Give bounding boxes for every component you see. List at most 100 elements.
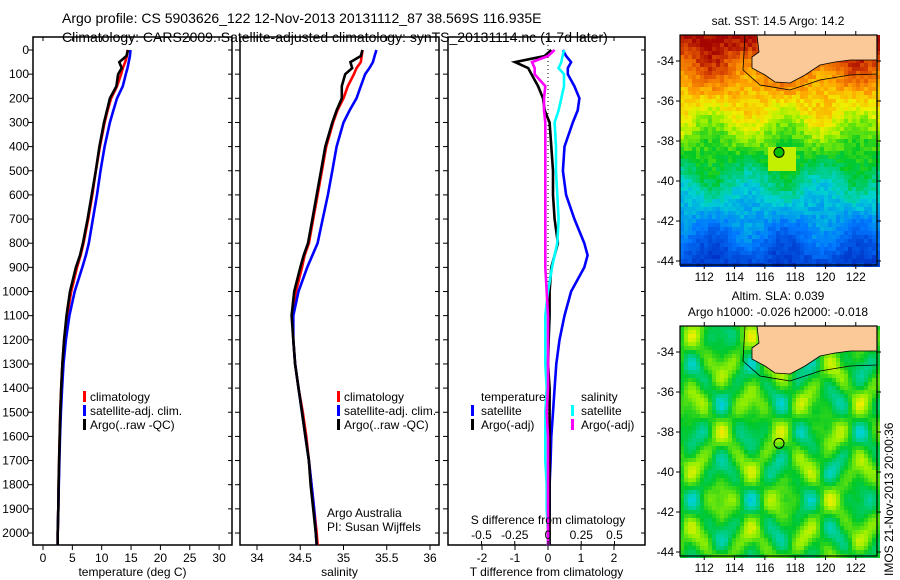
- x-tick-label: 1: [578, 551, 585, 565]
- legend-label: Argo(..raw -QC): [344, 418, 429, 432]
- credit-line-1: Argo Australia: [327, 506, 402, 520]
- y-tick-label: 1600: [2, 429, 29, 443]
- s-tick-label: 0: [545, 528, 552, 542]
- lon-tick-label: 118: [786, 561, 805, 575]
- s-tick-label: -0.5: [471, 528, 492, 542]
- lon-tick-label: 118: [786, 270, 805, 284]
- series-argo-raw-qc-: [290, 49, 364, 546]
- lat-tick-label: -36: [657, 385, 675, 399]
- legend-label: climatology: [344, 390, 404, 404]
- y-tick-label: 500: [9, 164, 29, 178]
- panel-salinity: 34 34.5 35 35.5 36 salinity climatologysatelli…: [235, 36, 440, 579]
- x-tick-label: 25: [183, 551, 197, 565]
- argo-float-marker: [773, 437, 785, 449]
- y-tick-label: 800: [9, 236, 29, 250]
- s-tick-label: 0.25: [570, 528, 594, 542]
- x-tick-label: 20: [154, 551, 168, 565]
- x-tick-label: 0: [545, 551, 552, 565]
- lat-tick-label: -34: [657, 345, 675, 359]
- x-tick-label: 35: [337, 551, 351, 565]
- lon-tick-label: 116: [755, 270, 774, 284]
- legend-swatch: [571, 419, 574, 430]
- title-line-1: Argo profile: CS 5903626_122 12-Nov-2013…: [62, 10, 542, 26]
- legend-swatch: [83, 405, 86, 416]
- x-tick-label: 5: [69, 551, 76, 565]
- y-tick-label: 700: [9, 212, 29, 226]
- lon-tick-label: 122: [846, 270, 866, 284]
- y-tick-label: 200: [9, 91, 29, 105]
- plot-frame: [32, 36, 233, 546]
- land-australia: [751, 325, 878, 375]
- argo-float-marker: [773, 146, 785, 158]
- lat-tick-label: -44: [657, 254, 675, 268]
- legend-swatch: [337, 419, 340, 430]
- x-tick-label: 0: [40, 551, 47, 565]
- lon-tick-label: 120: [815, 561, 835, 575]
- panel-temperature: 0 5 10 15 20 25 30 temperature (deg C) 0 100 200 30…: [2, 36, 233, 579]
- lat-tick-label: -40: [657, 174, 675, 188]
- s-axis-label: S difference from climatology: [471, 513, 626, 527]
- sst-map-title: sat. SST: 14.5 Argo: 14.2: [712, 14, 845, 28]
- legend-title-temperature: temperature: [481, 390, 546, 404]
- x-tick-label: 30: [212, 551, 226, 565]
- lon-tick-label: 116: [755, 561, 774, 575]
- lat-tick-label: -38: [657, 425, 675, 439]
- x-axis-label: T difference from climatology: [470, 565, 624, 579]
- credit-line-2: PI: Susan Wijffels: [327, 520, 421, 534]
- lon-tick-label: 122: [846, 561, 866, 575]
- y-tick-label: 1200: [2, 333, 29, 347]
- y-tick-label: 2000: [2, 526, 29, 540]
- legend-label: satellite-adj. clim.: [90, 404, 182, 418]
- legend-swatch: [471, 419, 474, 430]
- x-tick-label: -1: [510, 551, 521, 565]
- x-axis-label: salinity: [321, 565, 358, 579]
- lat-tick-label: -40: [657, 465, 675, 479]
- legend-label: satellite: [581, 404, 622, 418]
- y-tick-label: 900: [9, 260, 29, 274]
- lon-tick-label: 112: [695, 561, 714, 575]
- legend-swatch: [83, 391, 86, 402]
- x-tick-label: -2: [477, 551, 488, 565]
- legend-swatch: [337, 405, 340, 416]
- y-tick-label: 0: [22, 43, 29, 57]
- s-tick-label: -0.25: [501, 528, 529, 542]
- s-tick-label: 0.5: [606, 528, 623, 542]
- lat-tick-label: -42: [657, 505, 675, 519]
- y-tick-label: 1900: [2, 502, 29, 516]
- y-tick-label: 100: [9, 67, 29, 81]
- shelf-contour: [742, 325, 878, 382]
- imos-timestamp: IMOS 21-Nov-2013 20:00:36: [882, 422, 896, 576]
- lat-tick-label: -36: [657, 94, 675, 108]
- series-satellite-adj-clim-: [292, 49, 378, 546]
- x-tick-label: 36: [423, 551, 437, 565]
- y-tick-label: 600: [9, 188, 29, 202]
- map-frame: [679, 34, 878, 266]
- y-tick-label: 400: [9, 140, 29, 154]
- y-tick-label: 1500: [2, 405, 29, 419]
- sla-map-subtitle: Argo h1000: -0.026 h2000: -0.018: [688, 305, 868, 319]
- series-argo-raw-qc-: [56, 49, 130, 546]
- legend-label: Argo(..raw -QC): [90, 418, 175, 432]
- sst-map: 112 114 116 118 120 122 -34 -36 -38 -40 -42 -44 sat.…: [657, 14, 881, 284]
- legend-title-salinity: salinity: [581, 390, 618, 404]
- lon-tick-label: 114: [725, 561, 744, 575]
- lon-tick-label: 120: [815, 270, 835, 284]
- y-tick-label: 1100: [3, 309, 29, 323]
- x-tick-label: 15: [124, 551, 138, 565]
- lat-tick-label: -34: [657, 54, 675, 68]
- y-tick-label: 1000: [2, 285, 29, 299]
- legend-label: Argo(-adj): [581, 418, 634, 432]
- legend-label: satellite-adj. clim.: [344, 404, 436, 418]
- y-tick-label: 1300: [2, 357, 29, 371]
- series-t-satellite: [547, 49, 589, 546]
- y-tick-label: 1400: [2, 381, 29, 395]
- x-tick-label: 34: [250, 551, 264, 565]
- shelf-contour: [742, 34, 878, 91]
- lon-tick-label: 114: [725, 270, 744, 284]
- sla-map: 112 114 116 118 120 122 -34 -36 -38 -40 -42 -44 Alti…: [657, 289, 896, 576]
- series-s-satellite: [544, 49, 566, 546]
- y-tick-label: 1700: [2, 454, 29, 468]
- panel-difference: -2 -1 0 1 2T difference from climatology temp…: [443, 36, 646, 579]
